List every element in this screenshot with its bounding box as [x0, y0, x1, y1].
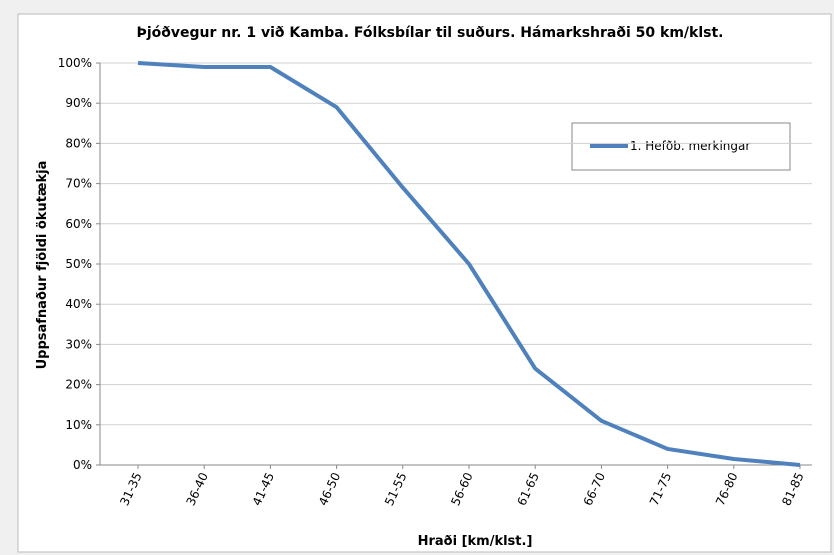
y-tick-label: 90%: [65, 96, 92, 110]
y-tick-label: 50%: [65, 257, 92, 271]
y-tick-label: 40%: [65, 297, 92, 311]
y-tick-label: 30%: [65, 337, 92, 351]
y-tick-label: 10%: [65, 418, 92, 432]
y-tick-label: 100%: [58, 56, 92, 70]
x-axis-title: Hraði [km/klst.]: [418, 534, 533, 549]
y-tick-label: 70%: [65, 177, 92, 191]
y-tick-label: 20%: [65, 378, 92, 392]
y-tick-label: 0%: [73, 458, 92, 472]
chart-title: Þjóðvegur nr. 1 við Kamba. Fólksbílar ti…: [137, 25, 724, 41]
data-line: [137, 61, 801, 467]
legend: 1. Hefðb. merkingar: [571, 122, 791, 171]
legend-label: 1. Hefðb. merkingar: [630, 139, 750, 153]
y-tick-label: 80%: [65, 136, 92, 150]
y-tick-label: 60%: [65, 217, 92, 231]
y-axis-title: Uppsafnaður fjöldi ökutækja: [35, 161, 50, 370]
chart-area: [17, 13, 832, 553]
